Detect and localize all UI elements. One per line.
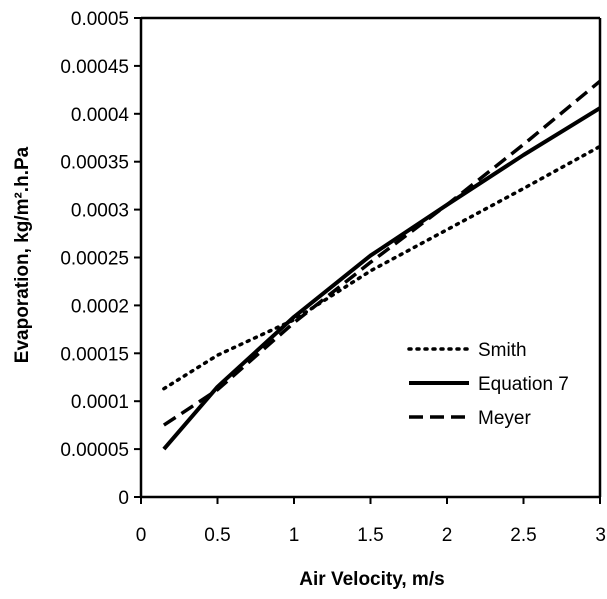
series-line-meyer [162,79,602,427]
legend-label: Meyer [478,408,531,429]
series-line-equation-7 [162,106,602,451]
y-tick-label: 0.00045 [60,57,129,78]
x-tick-label: 1.5 [357,525,383,546]
series-line-smith [162,144,602,391]
y-tick-label: 0.0002 [71,296,129,317]
y-tick-label: 0 [118,488,129,509]
y-tick-label: 0.00005 [60,440,129,461]
legend-label: Smith [478,340,527,361]
x-tick-label: 0 [136,525,147,546]
y-tick-label: 0.00015 [60,344,129,365]
y-tick-label: 0.00025 [60,249,129,270]
x-tick-label: 0.5 [204,525,230,546]
x-tick-label: 2.5 [510,525,536,546]
y-tick-label: 0.0001 [71,392,129,413]
legend-label: Equation 7 [478,374,569,395]
y-axis-title: Evaporation, kg/m².h.Pa [12,146,33,363]
y-tick-label: 0.0003 [71,201,129,222]
x-tick-label: 1 [289,525,300,546]
y-tick-label: 0.0005 [71,9,129,30]
y-tick-label: 0.00035 [60,153,129,174]
x-tick-label: 3 [595,525,606,546]
x-axis-title: Air Velocity, m/s [299,569,444,590]
legend: Smith Equation 7 Meyer [407,340,569,429]
x-tick-label: 2 [442,525,453,546]
y-tick-label: 0.0004 [71,105,130,126]
